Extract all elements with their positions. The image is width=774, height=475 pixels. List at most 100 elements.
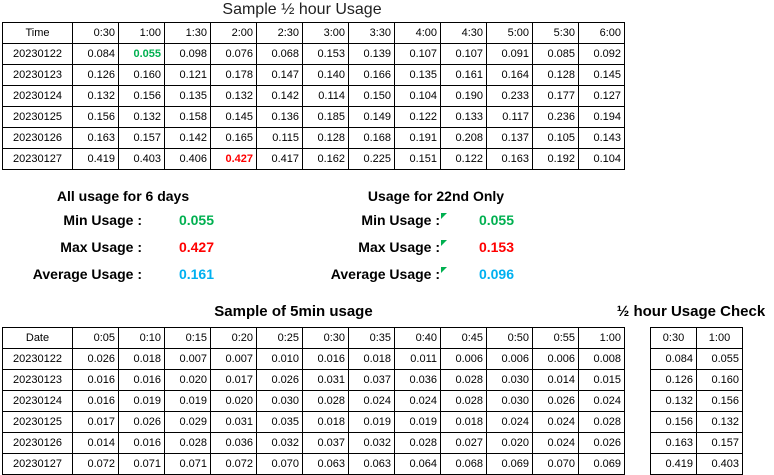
data-cell[interactable]: 0.028 [302,390,349,412]
column-header[interactable]: 0:20 [210,327,257,349]
data-cell[interactable]: 0.055 [118,43,165,65]
data-cell[interactable]: 0.030 [486,369,533,391]
min-usage-value[interactable]: 0.055 [178,212,214,228]
data-cell[interactable]: 0.027 [440,432,487,454]
data-cell[interactable]: 0.031 [210,411,257,433]
data-cell[interactable]: 0.190 [440,85,487,107]
data-cell[interactable]: 0.031 [302,369,349,391]
data-cell[interactable]: 0.020 [210,390,257,412]
data-cell[interactable]: 0.018 [302,411,349,433]
data-cell[interactable]: 0.137 [486,127,533,149]
column-header[interactable]: 0:25 [256,327,303,349]
data-cell[interactable]: 0.133 [440,106,487,128]
data-cell[interactable]: 0.028 [164,432,211,454]
data-cell[interactable]: 0.185 [302,106,349,128]
row-header-cell[interactable]: 20230125 [2,106,73,128]
data-cell[interactable]: 0.143 [578,127,625,149]
data-cell[interactable]: 0.163 [650,432,697,454]
column-header[interactable]: 1:00 [696,327,743,349]
data-cell[interactable]: 0.076 [210,43,257,65]
data-cell[interactable]: 0.024 [394,390,441,412]
data-cell[interactable]: 0.019 [164,390,211,412]
column-header[interactable]: 0:50 [486,327,533,349]
data-cell[interactable]: 0.164 [486,64,533,86]
data-cell[interactable]: 0.017 [72,411,119,433]
data-cell[interactable]: 0.150 [348,85,395,107]
data-cell[interactable]: 0.024 [348,390,395,412]
data-cell[interactable]: 0.069 [578,453,625,475]
row-header-cell[interactable]: 20230122 [2,43,73,65]
row-header-cell[interactable]: 20230124 [2,85,73,107]
data-cell[interactable]: 0.019 [348,411,395,433]
data-cell[interactable]: 0.161 [440,64,487,86]
data-cell[interactable]: 0.156 [696,390,743,412]
column-header[interactable]: 3:00 [302,22,349,44]
data-cell[interactable]: 0.168 [348,127,395,149]
max-usage-value[interactable]: 0.153 [478,239,514,255]
data-cell[interactable]: 0.024 [532,411,579,433]
data-cell[interactable]: 0.145 [210,106,257,128]
column-header[interactable]: Date [2,327,73,349]
data-cell[interactable]: 0.406 [164,148,211,170]
data-cell[interactable]: 0.104 [578,148,625,170]
data-cell[interactable]: 0.122 [394,106,441,128]
data-cell[interactable]: 0.151 [394,148,441,170]
data-cell[interactable]: 0.163 [486,148,533,170]
row-header-cell[interactable]: 20230127 [2,453,73,475]
data-cell[interactable]: 0.136 [256,106,303,128]
column-header[interactable]: 0:45 [440,327,487,349]
data-cell[interactable]: 0.233 [486,85,533,107]
data-cell[interactable]: 0.132 [72,85,119,107]
data-cell[interactable]: 0.008 [578,348,625,370]
column-header[interactable]: 2:30 [256,22,303,44]
column-header[interactable]: 0:10 [118,327,165,349]
data-cell[interactable]: 0.419 [650,453,697,475]
data-cell[interactable]: 0.085 [532,43,579,65]
data-cell[interactable]: 0.084 [650,348,697,370]
data-cell[interactable]: 0.132 [210,85,257,107]
data-cell[interactable]: 0.032 [256,432,303,454]
data-cell[interactable]: 0.208 [440,127,487,149]
data-cell[interactable]: 0.142 [164,127,211,149]
row-header-cell[interactable]: 20230123 [2,369,73,391]
column-header[interactable]: 5:30 [532,22,579,44]
data-cell[interactable]: 0.018 [118,348,165,370]
data-cell[interactable]: 0.140 [302,64,349,86]
column-header[interactable]: 4:00 [394,22,441,44]
data-cell[interactable]: 0.153 [302,43,349,65]
data-cell[interactable]: 0.015 [578,369,625,391]
data-cell[interactable]: 0.135 [164,85,211,107]
data-cell[interactable]: 0.156 [650,411,697,433]
data-cell[interactable]: 0.225 [348,148,395,170]
column-header[interactable]: 0:15 [164,327,211,349]
data-cell[interactable]: 0.014 [72,432,119,454]
data-cell[interactable]: 0.026 [72,348,119,370]
data-cell[interactable]: 0.115 [256,127,303,149]
data-cell[interactable]: 0.006 [440,348,487,370]
column-header[interactable]: 0:40 [394,327,441,349]
row-header-cell[interactable]: 20230124 [2,390,73,412]
data-cell[interactable]: 0.427 [210,148,257,170]
data-cell[interactable]: 0.064 [394,453,441,475]
data-cell[interactable]: 0.417 [256,148,303,170]
data-cell[interactable]: 0.030 [486,390,533,412]
data-cell[interactable]: 0.070 [256,453,303,475]
data-cell[interactable]: 0.236 [532,106,579,128]
data-cell[interactable]: 0.035 [256,411,303,433]
data-cell[interactable]: 0.156 [118,85,165,107]
data-cell[interactable]: 0.157 [696,432,743,454]
data-cell[interactable]: 0.071 [164,453,211,475]
data-cell[interactable]: 0.142 [256,85,303,107]
data-cell[interactable]: 0.016 [72,369,119,391]
column-header[interactable]: 3:30 [348,22,395,44]
data-cell[interactable]: 0.006 [532,348,579,370]
row-header-cell[interactable]: 20230126 [2,432,73,454]
data-cell[interactable]: 0.019 [394,411,441,433]
column-header[interactable]: 6:00 [578,22,625,44]
data-cell[interactable]: 0.007 [164,348,211,370]
data-cell[interactable]: 0.166 [348,64,395,86]
column-header[interactable]: 0:30 [72,22,119,44]
min-usage-value[interactable]: 0.055 [478,212,514,228]
average-usage-value[interactable]: 0.161 [178,266,214,282]
data-cell[interactable]: 0.026 [256,369,303,391]
